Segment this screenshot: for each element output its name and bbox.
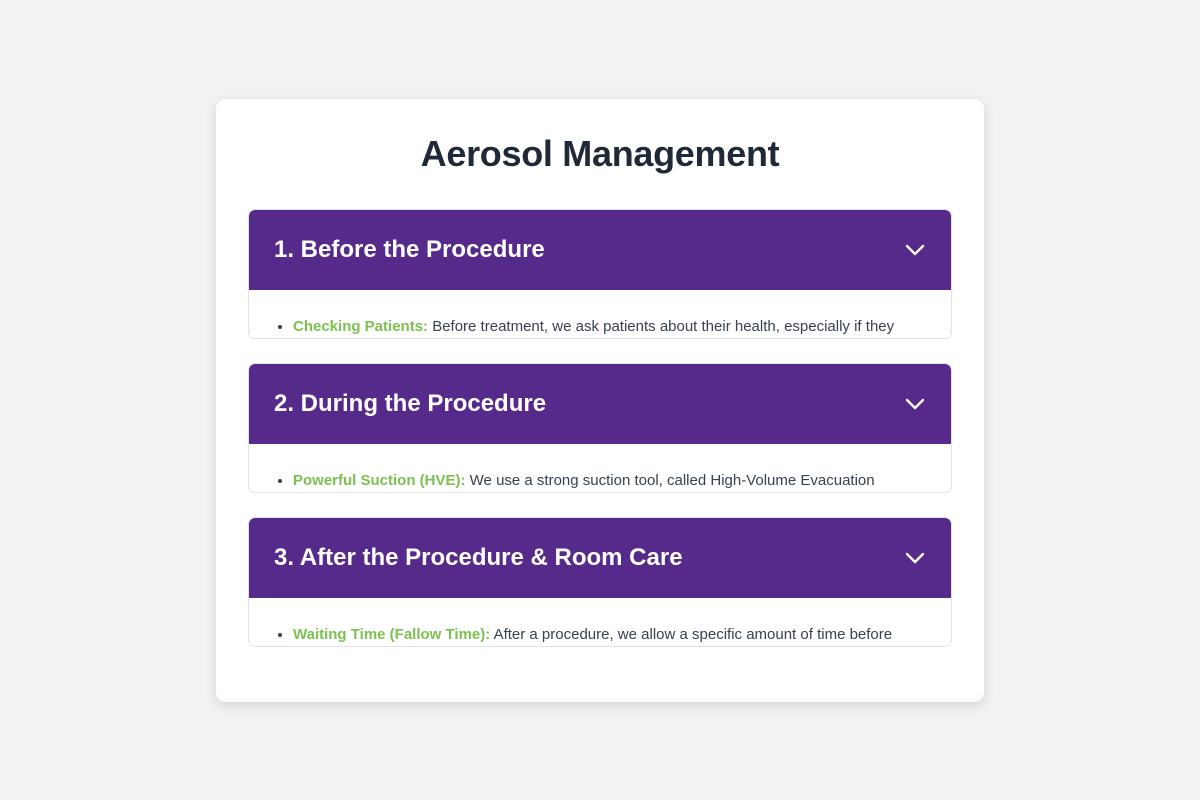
list-item: Waiting Time (Fallow Time): After a proc…	[293, 625, 951, 645]
accordion-title: 2. During the Procedure	[274, 390, 547, 417]
accordion-title: 3. After the Procedure & Room Care	[274, 544, 683, 571]
content-card: Aerosol Management 1. Before the Procedu…	[216, 99, 984, 702]
item-term: Waiting Time (Fallow Time):	[293, 626, 491, 643]
accordion-body: Powerful Suction (HVE): We use a strong …	[249, 444, 951, 492]
item-text: Before treatment, we ask patients about …	[428, 318, 895, 335]
item-text: After a procedure, we allow a specific a…	[490, 626, 893, 643]
bullet-list: Waiting Time (Fallow Time): After a proc…	[249, 625, 951, 645]
accordion-section-after: 3. After the Procedure & Room Care Waiti…	[248, 517, 952, 647]
bullet-list: Checking Patients: Before treatment, we …	[249, 317, 951, 337]
accordion-header-during[interactable]: 2. During the Procedure	[249, 364, 951, 444]
item-text: We use a strong suction tool, called Hig…	[465, 472, 875, 489]
list-item: Powerful Suction (HVE): We use a strong …	[293, 471, 951, 491]
accordion-title: 1. Before the Procedure	[274, 236, 545, 263]
page-title: Aerosol Management	[420, 133, 780, 174]
list-item: Checking Patients: Before treatment, we …	[293, 317, 951, 337]
chevron-down-icon[interactable]	[904, 548, 926, 568]
accordion-body: Checking Patients: Before treatment, we …	[249, 290, 951, 338]
accordion-body: Waiting Time (Fallow Time): After a proc…	[249, 598, 951, 646]
item-term: Checking Patients:	[293, 318, 429, 335]
accordion-header-before[interactable]: 1. Before the Procedure	[249, 210, 951, 290]
accordion-section-before: 1. Before the Procedure Checking Patient…	[248, 209, 952, 339]
accordion-header-after[interactable]: 3. After the Procedure & Room Care	[249, 518, 951, 598]
accordion-section-during: 2. During the Procedure Powerful Suction…	[248, 363, 952, 493]
chevron-down-icon[interactable]	[904, 394, 926, 414]
chevron-down-icon[interactable]	[904, 240, 926, 260]
bullet-list: Powerful Suction (HVE): We use a strong …	[249, 471, 951, 491]
item-term: Powerful Suction (HVE):	[293, 472, 466, 489]
